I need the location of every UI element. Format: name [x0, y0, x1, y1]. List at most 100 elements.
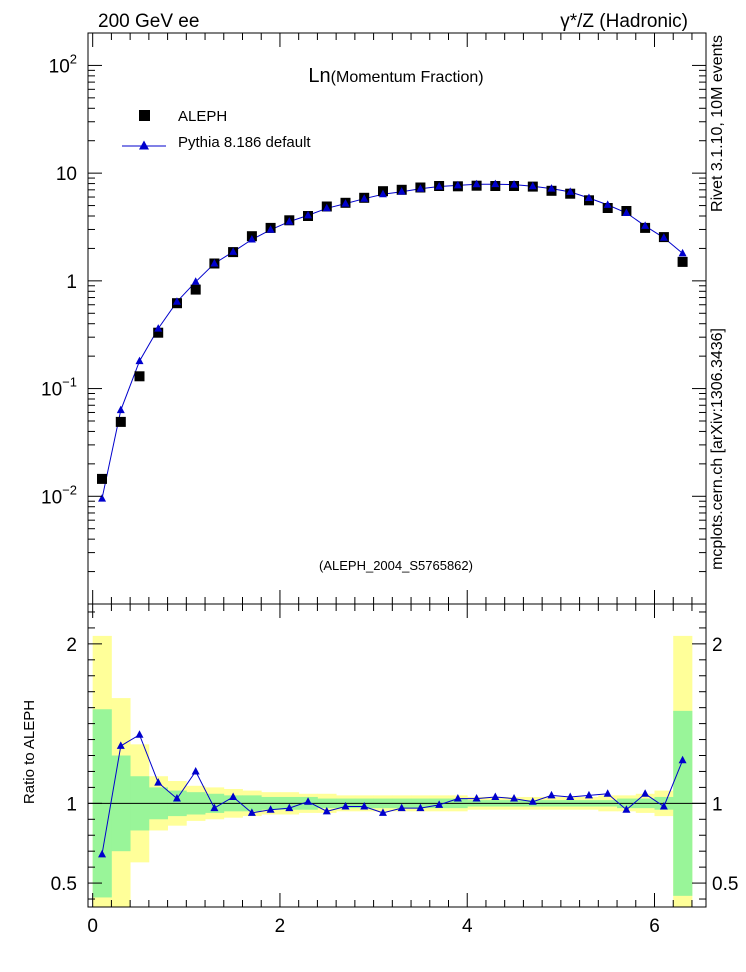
- ratio-mc-point: [285, 803, 294, 812]
- ratio-mc-point: [566, 792, 575, 800]
- ratio-mc-point: [378, 808, 387, 816]
- main-y-tick-label: 10−2: [41, 482, 77, 508]
- ratio-mc-point: [435, 800, 444, 808]
- ratio-tick-labels: 0.5 0.5 1 1 2 2 0 2 4 6: [51, 635, 739, 937]
- legend-marker-aleph: [139, 110, 150, 121]
- ratio-mc-point: [528, 797, 537, 805]
- ratio-y-tick-label-right: 2: [712, 635, 723, 656]
- ratio-mc-point: [641, 789, 650, 797]
- ratio-uncertainty-bands: [92, 635, 693, 907]
- ratio-mc-point: [622, 805, 631, 813]
- aleph-data-point: [153, 327, 164, 338]
- mc-data-point: [135, 356, 144, 365]
- mc-data-point: [566, 187, 575, 195]
- aleph-data-point: [602, 203, 613, 213]
- ratio-mc-point: [322, 806, 331, 815]
- mc-data-point: [210, 258, 219, 267]
- mc-data-point: [116, 405, 125, 414]
- ratio-mc-point: [416, 803, 425, 812]
- ratio-mc-point: [678, 755, 687, 764]
- main-data-layer: [97, 179, 688, 502]
- ratio-mc-point: [154, 778, 163, 786]
- ratio-mc-point: [172, 794, 181, 802]
- ratio-mc-point: [584, 790, 593, 799]
- ratio-mc-point: [453, 794, 462, 802]
- mc-data-point: [453, 180, 462, 189]
- side-text-top: Rivet 3.1.10, 10M events: [709, 35, 726, 212]
- mc-data-point: [510, 180, 519, 188]
- mc-data-point: [435, 181, 444, 190]
- ratio-y-tick-label-right: 0.5: [712, 874, 738, 895]
- plot-title-main: Ln: [308, 65, 330, 87]
- mc-data-point: [191, 277, 200, 285]
- ratio-mc-point: [116, 741, 125, 749]
- aleph-data-point: [134, 371, 145, 382]
- mc-data-point: [622, 208, 631, 216]
- plot-title-sub: (Momentum Fraction): [331, 69, 484, 86]
- mc-data-point: [659, 233, 668, 241]
- main-y-tick-label: 10−1: [41, 375, 77, 401]
- legend: ALEPH Pythia 8.186 default: [122, 108, 311, 151]
- mc-data-point: [360, 194, 369, 202]
- ratio-panel: 0.5 0.5 1 1 2 2 0 2 4 6 Ratio to ALEPH: [21, 603, 739, 937]
- legend-marker-mc: [139, 140, 149, 150]
- main-y-tick-label: 10: [56, 164, 77, 185]
- mc-data-point: [229, 247, 238, 255]
- side-text-bottom: mcplots.cern.ch [arXiv:1306.3436]: [709, 328, 726, 570]
- main-panel: 10−2 10−1 1 10 102 Ln(Momentum Fraction) (AL…: [41, 32, 707, 605]
- ratio-mc-point: [603, 789, 612, 797]
- x-tick-label: 0: [87, 916, 98, 937]
- ratio-y-tick-label-left: 1: [66, 794, 77, 815]
- ratio-mc-point: [659, 802, 668, 810]
- ratio-data-layer: [88, 730, 706, 858]
- aleph-data-point: [677, 256, 688, 267]
- mc-data-point: [472, 179, 481, 188]
- mc-data-point: [172, 297, 181, 305]
- ratio-mc-point: [360, 802, 369, 810]
- ratio-mc-point: [397, 803, 406, 812]
- mc-data-point: [491, 179, 500, 188]
- header-right-text: γ*/Z (Hadronic): [560, 11, 688, 32]
- mc-data-point: [304, 210, 313, 219]
- mc-data-point: [341, 199, 350, 207]
- ratio-mc-point: [266, 805, 275, 813]
- main-y-tick-label: 1: [66, 272, 77, 293]
- ratio-y-tick-label-right: 1: [712, 794, 723, 815]
- x-tick-label: 6: [649, 916, 660, 937]
- ratio-mc-point: [304, 797, 313, 805]
- mc-data-point: [322, 203, 331, 212]
- ratio-mc-point: [98, 849, 107, 858]
- ratio-y-tick-label-left: 0.5: [51, 874, 77, 895]
- mc-data-point: [678, 248, 687, 257]
- header-left-text: 200 GeV ee: [98, 11, 199, 32]
- mc-series-line: [101, 183, 683, 499]
- mc-data-point: [528, 181, 537, 190]
- mc-data-point: [547, 184, 556, 192]
- mc-data-point: [584, 193, 593, 201]
- plot-title: Ln(Momentum Fraction): [308, 65, 483, 87]
- mc-data-point: [378, 189, 387, 198]
- mc-data-point: [98, 494, 107, 502]
- mc-data-point: [154, 324, 163, 332]
- ratio-mc-point: [491, 792, 500, 800]
- ratio-mc-line: [101, 734, 684, 855]
- mc-data-point: [247, 235, 256, 243]
- ratio-frame: [87, 603, 707, 908]
- ratio-mc-point: [191, 766, 200, 775]
- analysis-watermark: (ALEPH_2004_S5765862): [319, 558, 473, 573]
- legend-label-aleph: ALEPH: [178, 108, 227, 125]
- ratio-mc-point: [229, 792, 238, 800]
- mc-data-point: [416, 184, 425, 192]
- ratio-mc-point: [135, 730, 144, 738]
- main-y-tick-label: 102: [49, 51, 77, 77]
- ratio-mc-point: [247, 808, 256, 816]
- aleph-data-point: [190, 284, 201, 295]
- mc-data-point: [266, 225, 275, 233]
- ratio-mc-point: [547, 790, 556, 799]
- mc-data-point: [397, 187, 406, 195]
- ratio-mc-point: [210, 803, 219, 812]
- x-tick-label: 4: [462, 916, 473, 937]
- mc-data-point: [641, 221, 650, 229]
- ratio-y-tick-label-left: 2: [66, 635, 77, 656]
